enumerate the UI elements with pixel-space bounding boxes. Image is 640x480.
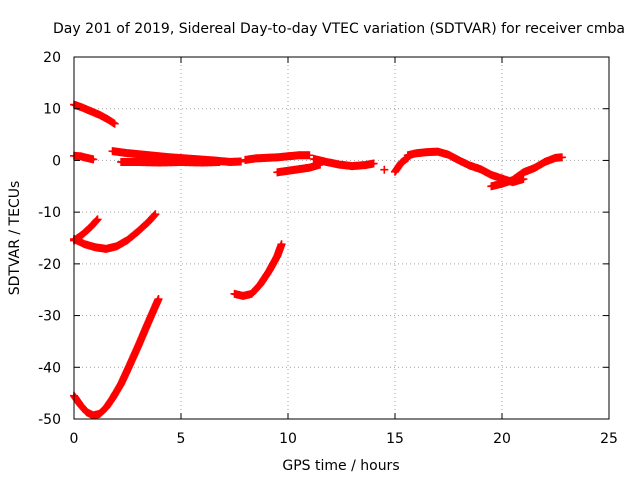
axis-ticks: 0 5 10 15 20 25 -50 -40 -30 -20 -10 0 10 20 [38,50,618,447]
data-point-marker [92,216,101,225]
series-arc1 [70,100,119,128]
data-point-marker [519,175,528,184]
data-point-marker [93,215,102,224]
data-point-marker [154,295,163,304]
x-tick-label: 10 [279,431,297,447]
x-tick-label: 20 [493,431,511,447]
data-point-marker [89,155,98,164]
data-point-marker [150,211,159,220]
series-arc13 [70,210,160,253]
x-tick-label: 0 [70,431,79,447]
y-tick-label: 10 [43,102,61,118]
y-axis-label: SDTVAR / TECUs [7,181,23,296]
x-tick-label: 5 [177,431,186,447]
x-tick-label: 15 [386,431,404,447]
data-point-marker [151,210,160,219]
plot-frame [73,56,610,420]
y-tick-label: -50 [38,412,61,428]
data-point-marker [149,212,158,221]
data-point-marker [557,153,566,162]
data-point-marker [236,157,245,166]
series-arc8 [380,165,389,174]
series-arc9 [391,153,412,176]
series-arc15 [230,240,286,300]
data-point-marker [110,119,119,128]
series-arc5 [241,151,314,164]
data-point-marker [380,165,389,174]
y-tick-label: 20 [43,50,61,66]
series-arc11 [487,153,566,191]
y-tick-label: -30 [38,309,61,325]
series-arc6 [273,160,325,177]
series-arc14 [70,295,163,420]
y-tick-label: 0 [52,153,61,169]
y-tick-label: -40 [38,360,61,376]
data-point-marker [91,217,100,226]
data-point-marker [369,159,378,168]
data-point-marker [215,157,224,166]
series-arc7 [309,154,378,171]
series-arc4 [117,157,224,167]
grid-lines [74,57,609,419]
data-point-marker [277,240,286,249]
data-point-marker [305,151,314,160]
x-axis-label: GPS time / hours [282,458,399,474]
data-points [70,100,566,420]
chart-title: Day 201 of 2019, Sidereal Day-to-day VTE… [53,21,625,37]
x-tick-label: 25 [600,431,618,447]
series-arc2 [70,151,98,164]
y-tick-label: -20 [38,257,61,273]
y-tick-label: -10 [38,205,61,221]
